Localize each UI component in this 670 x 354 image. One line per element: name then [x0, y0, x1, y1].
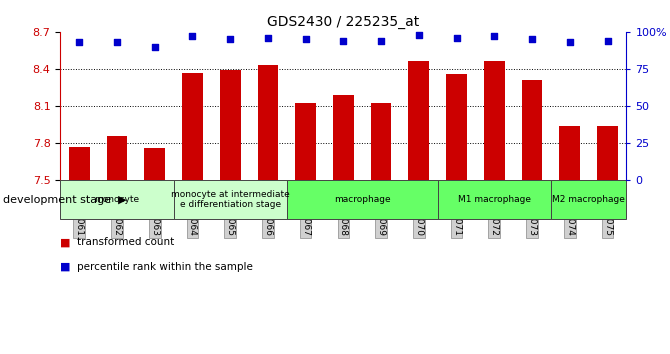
Bar — [333, 95, 354, 180]
Bar — [287, 180, 438, 219]
Point — [413, 32, 424, 38]
Title: GDS2430 / 225235_at: GDS2430 / 225235_at — [267, 16, 419, 29]
Bar — [446, 74, 467, 180]
Bar — [220, 70, 241, 180]
Point — [452, 35, 462, 41]
Point — [602, 38, 613, 44]
Bar — [551, 180, 626, 219]
Text: ■: ■ — [60, 262, 71, 272]
Bar — [484, 62, 505, 180]
Bar — [438, 180, 551, 219]
Text: development stage  ▶: development stage ▶ — [3, 195, 127, 205]
Point — [111, 39, 123, 45]
Point — [149, 44, 160, 50]
Point — [187, 34, 198, 39]
Bar — [371, 103, 391, 180]
Bar — [295, 103, 316, 180]
Point — [263, 35, 273, 41]
Bar — [522, 80, 543, 180]
Bar — [597, 126, 618, 180]
Bar — [69, 147, 90, 180]
Bar — [60, 180, 174, 219]
Bar — [144, 148, 165, 180]
Point — [376, 38, 387, 44]
Text: percentile rank within the sample: percentile rank within the sample — [77, 262, 253, 272]
Point — [338, 38, 349, 44]
Point — [74, 39, 84, 45]
Text: monocyte: monocyte — [94, 195, 139, 204]
Point — [489, 34, 500, 39]
Text: ■: ■ — [60, 237, 71, 247]
Point — [225, 36, 236, 42]
Bar — [182, 73, 203, 180]
Text: M1 macrophage: M1 macrophage — [458, 195, 531, 204]
Bar — [559, 126, 580, 180]
Point — [300, 36, 311, 42]
Text: transformed count: transformed count — [77, 237, 174, 247]
Point — [527, 36, 537, 42]
Bar — [174, 180, 287, 219]
Bar — [107, 136, 127, 180]
Text: M2 macrophage: M2 macrophage — [552, 195, 625, 204]
Point — [564, 39, 575, 45]
Bar — [257, 65, 278, 180]
Text: monocyte at intermediate
e differentiation stage: monocyte at intermediate e differentiati… — [171, 190, 289, 210]
Text: macrophage: macrophage — [334, 195, 391, 204]
Bar — [409, 62, 429, 180]
